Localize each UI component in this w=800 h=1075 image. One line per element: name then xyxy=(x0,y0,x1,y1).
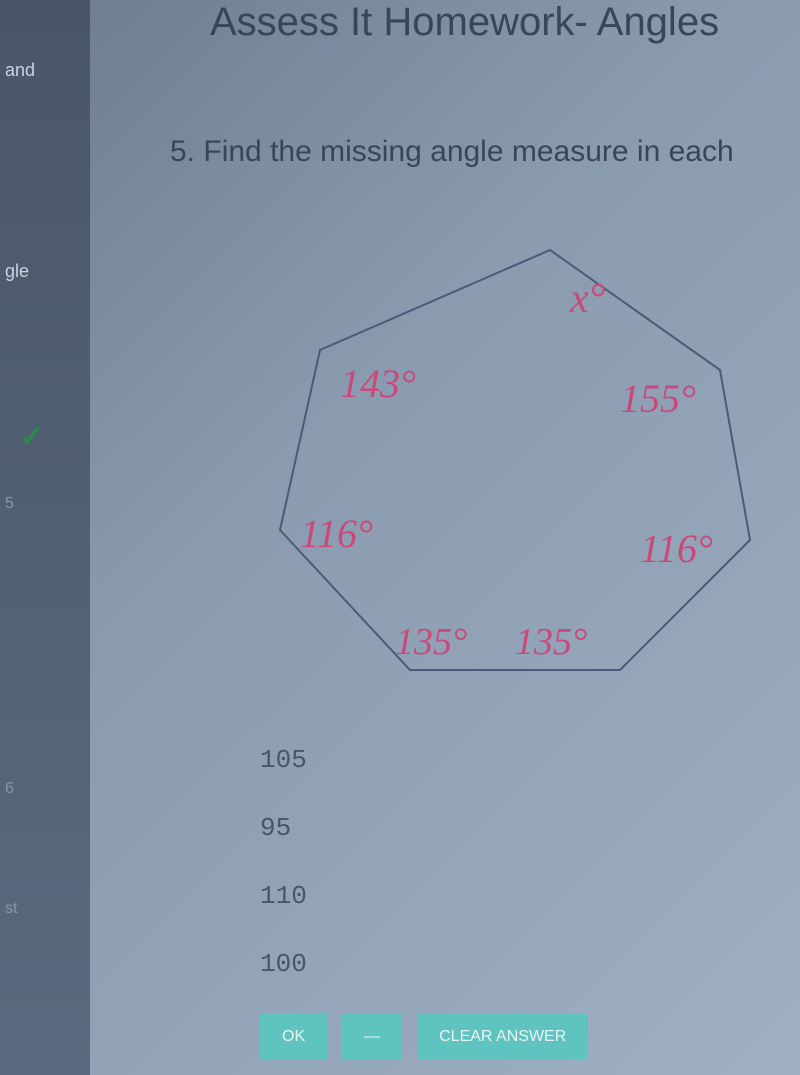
polygon-figure: x° 155° 116° 135° 135° 116° 143° xyxy=(240,230,760,690)
option-95[interactable]: 95 xyxy=(260,813,307,843)
checkmark-icon: ✓ xyxy=(20,420,43,453)
ok-button[interactable]: OK xyxy=(260,1014,327,1060)
angle-label-143: 143° xyxy=(340,360,416,407)
button-row: OK — CLEAR ANSWER xyxy=(260,1014,588,1060)
sidebar-nav-st[interactable]: st xyxy=(5,900,17,918)
option-105[interactable]: 105 xyxy=(260,745,307,775)
heptagon-shape xyxy=(280,250,750,670)
sidebar-nav-5[interactable]: 5 xyxy=(5,495,14,513)
sidebar-text-and: and xyxy=(0,50,90,91)
main-content: Assess It Homework- Angles 5. Find the m… xyxy=(90,0,800,1075)
angle-label-135-left: 135° xyxy=(395,620,467,664)
option-100[interactable]: 100 xyxy=(260,949,307,979)
sidebar-nav-6[interactable]: 6 xyxy=(5,780,14,798)
option-110[interactable]: 110 xyxy=(260,881,307,911)
question-number: 5. xyxy=(170,135,195,168)
answer-options: 105 95 110 100 xyxy=(260,745,307,1017)
question-prompt: Find the missing angle measure in each xyxy=(203,135,733,168)
page-title: Assess It Homework- Angles xyxy=(110,0,780,45)
question-text: 5. Find the missing angle measure in eac… xyxy=(110,135,780,169)
angle-label-155: 155° xyxy=(620,375,696,422)
angle-label-116-left: 116° xyxy=(300,510,373,557)
angle-label-x: x° xyxy=(570,275,605,323)
heptagon-svg xyxy=(240,230,760,690)
sidebar: and gle ✓ 5 6 st xyxy=(0,0,90,1075)
sidebar-text-gle: gle xyxy=(0,251,90,292)
middle-button[interactable]: — xyxy=(342,1014,402,1060)
clear-answer-button[interactable]: CLEAR ANSWER xyxy=(417,1014,588,1060)
angle-label-116-right: 116° xyxy=(640,525,713,572)
angle-label-135-right: 135° xyxy=(515,620,587,664)
